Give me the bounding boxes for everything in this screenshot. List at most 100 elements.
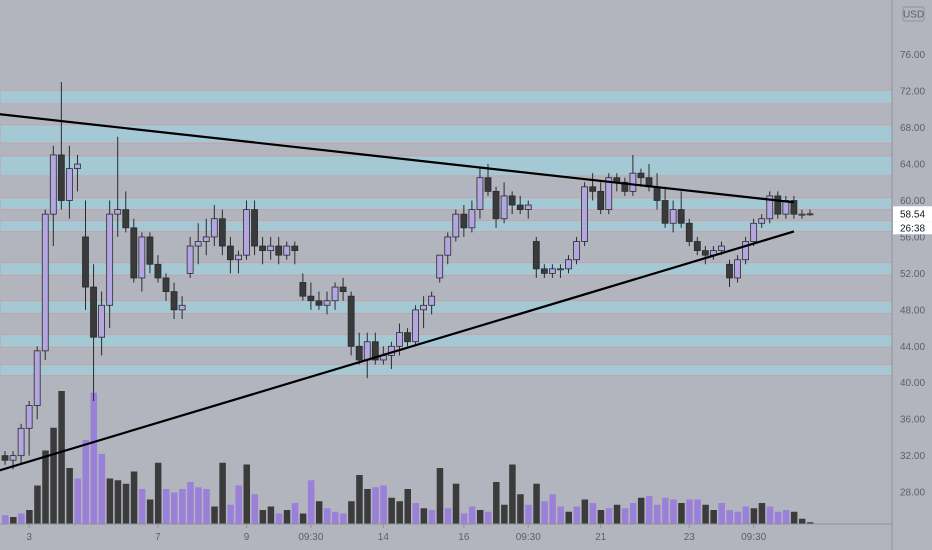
candle-body [565,259,572,270]
time-tick-label: 16 [458,532,470,543]
volume-bar [460,513,468,524]
volume-bar [187,482,194,524]
candle-body [226,245,234,261]
volume-bar [332,511,339,524]
volume-bar [412,503,420,524]
zone-band [0,364,893,376]
candle-body [774,195,782,215]
volume-bar [267,506,275,524]
volume-bar [380,485,387,524]
volume-bar [774,511,782,524]
candle-body [492,190,500,220]
volume-bar [766,506,774,524]
currency-badge[interactable] [902,6,925,22]
candle-body [685,222,693,242]
candle-body [637,172,645,179]
volume-bar [468,506,476,524]
volume-bar [299,513,307,524]
candle-body [363,341,371,361]
candle-body [170,291,178,311]
volume-bar [573,506,581,524]
volume-bar [404,489,411,524]
candle-body [243,209,250,256]
time-tick-label: 21 [595,532,607,543]
candle-body [186,245,194,274]
price-tick-label: 72.00 [900,87,925,98]
volume-bar [452,483,460,524]
volume-bar [203,489,210,524]
volume-bar [211,506,218,524]
candle-body [758,218,766,224]
candle-body [734,259,741,279]
candle-body [315,300,323,306]
candle-body [677,209,685,224]
candle-body [323,300,331,306]
volume-bar [750,508,758,524]
candle-body [154,263,162,279]
volume-bar [501,504,508,524]
candle-body [581,186,588,242]
candle-body [726,263,733,279]
volume-bar [798,518,806,524]
volume-bar [509,464,516,524]
candle-body [718,245,725,252]
candle-body [371,341,379,361]
triangle-trendlines[interactable] [0,113,795,472]
candle-body [766,195,774,220]
time-tick-label: 9 [244,532,250,543]
zone-band [0,124,893,144]
candle-body [573,241,580,261]
candle-body [589,186,597,192]
volume-bar [670,499,677,524]
candle-body [524,204,532,210]
candle-body [742,241,749,261]
candle-body [49,154,57,215]
candle-body [74,163,81,169]
volume-bar [26,510,33,524]
candle-body [516,204,524,210]
price-tick-label: 36.00 [900,415,925,426]
volume-bars [2,391,814,524]
candle-body [476,177,484,210]
volume-bar [219,462,226,524]
volume-bar [90,392,98,524]
volume-bar [621,508,629,524]
candle-body [218,218,226,247]
candle-body [130,227,138,279]
volume-bar [179,489,186,524]
volume-bar [106,478,114,524]
volume-bar [694,499,701,524]
candle-body [404,332,411,343]
volume-bar [678,503,685,524]
candle-body [508,195,516,206]
time-axis[interactable]: 3 7 9 09:30 14 16 09:30 21 23 09:30 [0,523,892,543]
candle-body [82,236,89,288]
volume-bar [444,508,452,524]
candle-body [629,172,637,192]
candle-body [210,218,218,238]
candle-body [90,286,97,338]
volume-bar [702,504,709,524]
zone-band [0,155,893,177]
volume-bar [66,468,73,524]
candle-body [605,177,613,210]
volume-bar [154,462,162,524]
candle-body [17,427,25,457]
volume-bar [758,503,766,524]
candle-body [540,268,548,274]
volume-bar [74,478,81,524]
trendline [0,113,795,204]
time-tick-label: 09:30 [298,532,323,543]
volume-bar [493,482,500,524]
candle-body [420,304,428,311]
candle-body [339,286,347,293]
price-axis[interactable]: USD 28.00 32.00 36.00 40.00 44.00 48.00 52.00 5… [891,0,925,550]
volume-bar [50,427,57,524]
time-tick-label: 7 [155,532,161,543]
volume-bar [710,510,717,524]
zone-band [0,197,893,211]
volume-bar [98,454,106,524]
price-tick-label: 48.00 [900,305,925,316]
candle-body [557,268,564,271]
